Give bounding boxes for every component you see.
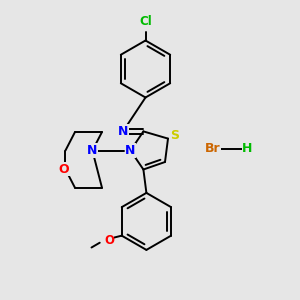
- Text: Br: Br: [205, 142, 221, 155]
- Text: H: H: [242, 142, 253, 155]
- Text: S: S: [170, 129, 179, 142]
- Text: N: N: [125, 144, 136, 157]
- Text: N: N: [87, 144, 98, 157]
- Text: O: O: [58, 163, 69, 176]
- Text: N: N: [118, 125, 128, 138]
- Text: Cl: Cl: [139, 15, 152, 28]
- Text: O: O: [104, 233, 114, 247]
